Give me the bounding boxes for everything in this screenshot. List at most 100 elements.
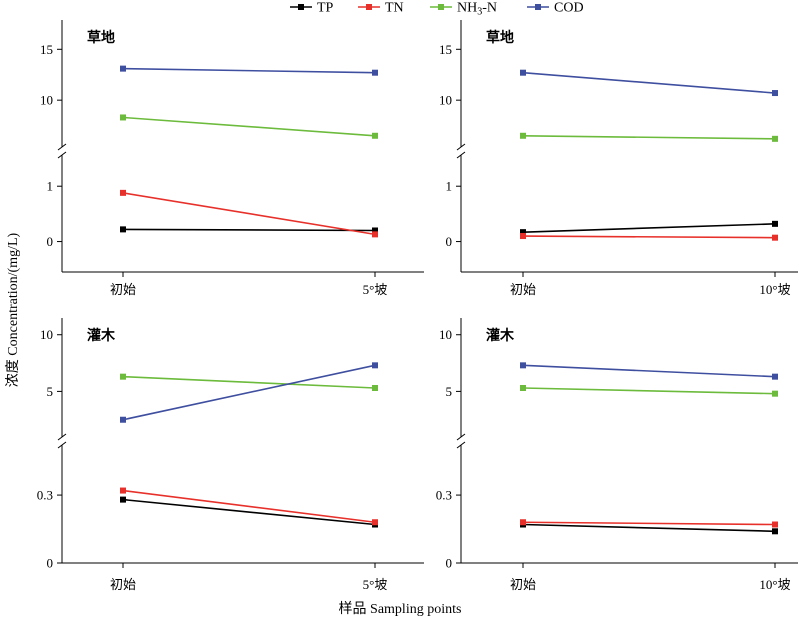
series-line	[522, 235, 776, 239]
x-tick-label: 10°坡	[759, 577, 790, 592]
y-tick-label: 10	[439, 327, 452, 342]
data-point	[520, 385, 526, 391]
panel-title: 灌木	[486, 327, 515, 344]
axis-break-mark	[57, 143, 67, 151]
axis-break-mark	[57, 441, 67, 449]
series-cod	[120, 65, 378, 76]
panel-2: 10 15 0 1 初始 10°坡 草地	[439, 20, 798, 297]
series-line	[522, 71, 776, 94]
y-axis-label: 浓度 Concentration/(mg/L)	[6, 232, 21, 388]
x-tick-label: 初始	[510, 282, 536, 297]
series-nh3n	[520, 132, 778, 142]
series-tn	[520, 233, 778, 241]
y-tick-label: 0	[47, 556, 54, 571]
data-point	[372, 69, 378, 76]
series-cod	[520, 69, 778, 97]
x-tick-label: 10°坡	[759, 282, 790, 297]
data-point	[120, 189, 126, 196]
data-point	[772, 521, 778, 528]
series-line	[522, 387, 776, 395]
y-tick-label: 10	[40, 327, 53, 342]
series-line	[522, 134, 776, 140]
legend-label: TN	[385, 1, 404, 16]
legend-marker	[298, 4, 304, 10]
data-point	[120, 416, 126, 423]
data-point	[520, 132, 526, 139]
series-line	[522, 223, 776, 233]
data-point	[120, 226, 126, 233]
y-tick-label: 0	[446, 556, 453, 571]
legend-marker	[535, 4, 541, 10]
x-tick-label: 5°坡	[363, 282, 388, 297]
data-point	[772, 528, 778, 535]
series-tn	[520, 519, 778, 528]
data-point	[772, 234, 778, 241]
panel-1: 10 15 0 1 初始 5°坡 草地	[40, 20, 424, 297]
y-tick-label: 10	[439, 93, 452, 108]
legend-item-nh3n: NH3-N	[430, 1, 497, 18]
series-line	[122, 192, 376, 236]
x-tick-label: 初始	[510, 577, 536, 592]
data-point	[772, 90, 778, 97]
y-tick-label: 0	[446, 234, 453, 249]
panel-title: 灌木	[87, 327, 116, 344]
data-point	[520, 229, 526, 236]
legend-item-tn: TN	[358, 1, 404, 16]
axis-break-mark	[456, 151, 466, 159]
x-tick-label: 初始	[110, 577, 136, 592]
series-nh3n	[520, 385, 778, 397]
panel-4: 5 10 0 0.3 初始 10°坡 灌木	[436, 318, 798, 592]
x-tick-label: 初始	[110, 282, 136, 297]
legend-label: COD	[554, 1, 584, 16]
data-point	[520, 362, 526, 369]
series-cod	[120, 362, 378, 423]
y-tick-label: 15	[40, 42, 53, 57]
legend-item-cod: COD	[527, 1, 584, 16]
panel-title: 草地	[486, 29, 514, 46]
data-point	[772, 373, 778, 380]
panel-3: 5 10 0 0.3 初始 5°坡 灌木	[37, 318, 424, 592]
legend-label: TP	[317, 1, 334, 16]
data-point	[372, 132, 378, 139]
data-point	[120, 114, 126, 121]
series-line	[122, 67, 376, 74]
data-point	[772, 220, 778, 227]
series-line	[522, 364, 776, 378]
series-line	[522, 521, 776, 526]
y-tick-label: 10	[40, 93, 53, 108]
y-tick-label: 15	[439, 42, 452, 57]
y-tick-label: 5	[47, 384, 54, 399]
series-tp	[120, 226, 378, 234]
data-point	[372, 385, 378, 391]
x-tick-label: 5°坡	[363, 577, 388, 592]
series-line	[122, 489, 376, 524]
legend-item-tp: TP	[290, 1, 334, 16]
legend: TP TN NH3-N COD	[290, 1, 584, 18]
legend-marker	[438, 4, 444, 10]
axis-break-mark	[456, 433, 466, 441]
data-point	[772, 390, 778, 397]
axis-break-mark	[456, 143, 466, 151]
data-point	[120, 487, 126, 494]
axis-break-mark	[456, 441, 466, 449]
series-tp	[120, 496, 378, 528]
y-tick-label: 1	[446, 179, 453, 194]
series-line	[522, 523, 776, 533]
legend-label: NH3-N	[457, 1, 497, 18]
axis-break-mark	[57, 151, 67, 159]
y-tick-label: 0	[47, 234, 54, 249]
data-point	[772, 135, 778, 142]
panel-title: 草地	[87, 29, 115, 46]
series-tp	[520, 220, 778, 236]
data-point	[520, 519, 526, 526]
series-tn	[120, 189, 378, 238]
y-tick-label: 5	[446, 384, 453, 399]
data-point	[120, 496, 126, 503]
series-line	[122, 498, 376, 526]
data-point	[372, 231, 378, 238]
series-line	[122, 116, 376, 137]
data-point	[372, 227, 378, 234]
series-cod	[520, 362, 778, 380]
data-point	[520, 233, 526, 240]
